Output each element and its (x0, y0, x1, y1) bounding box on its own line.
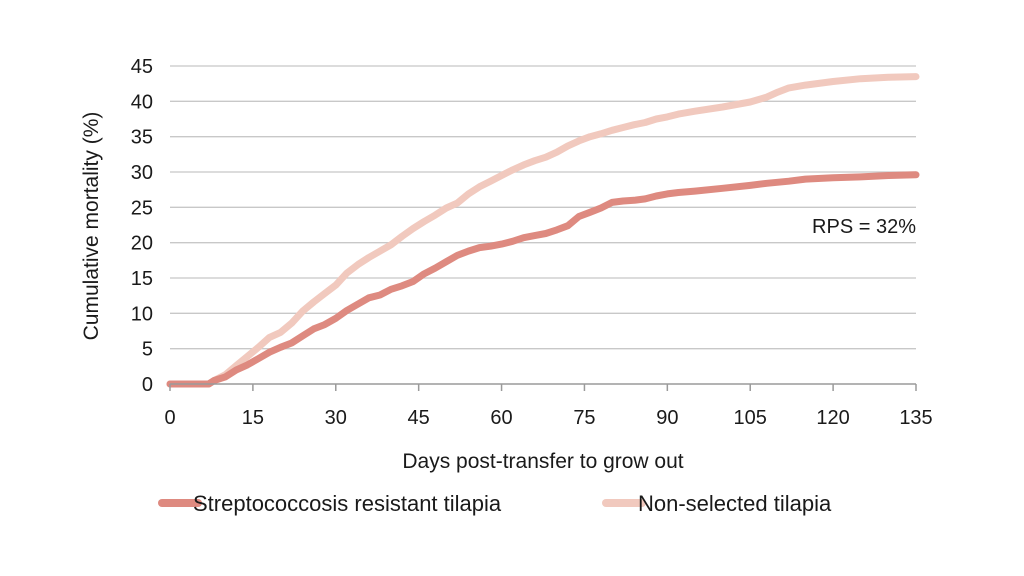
x-tick-label: 0 (164, 407, 175, 429)
x-tick-label: 45 (408, 407, 430, 429)
grid-lines (170, 65, 916, 350)
x-tick-label: 90 (656, 407, 678, 429)
y-tick-label: 40 (131, 91, 153, 113)
x-tick-label: 15 (242, 407, 264, 429)
y-tick-label: 30 (131, 162, 153, 184)
x-tick-label: 105 (734, 407, 767, 429)
x-axis (169, 383, 917, 391)
x-axis-ticks: 0 15 30 45 60 75 90 105 120 135 (164, 407, 932, 429)
series-line-1 (166, 73, 920, 388)
y-axis-title: Cumulative mortality (%) (80, 112, 103, 341)
y-tick-label: 5 (142, 339, 153, 361)
x-axis-title: Days post-transfer to grow out (402, 450, 683, 473)
y-tick-label: 20 (131, 233, 153, 255)
y-tick-label: 35 (131, 127, 153, 149)
series-line-0 (166, 171, 920, 388)
x-tick-label: 30 (325, 407, 347, 429)
y-tick-label: 0 (142, 374, 153, 396)
y-tick-label: 15 (131, 268, 153, 290)
legend-label-resistant: Streptococcosis resistant tilapia (193, 491, 502, 516)
y-tick-label: 45 (131, 56, 153, 78)
x-tick-label: 120 (816, 407, 849, 429)
legend: Streptococcosis resistant tilapia Non-se… (158, 491, 832, 516)
y-tick-label: 10 (131, 303, 153, 325)
x-tick-label: 135 (899, 407, 932, 429)
y-tick-label: 25 (131, 197, 153, 219)
series-lines (166, 73, 920, 388)
legend-label-non-selected: Non-selected tilapia (638, 491, 832, 516)
x-tick-label: 60 (490, 407, 512, 429)
y-axis-ticks: 0 5 10 15 20 25 30 35 40 45 (131, 56, 153, 396)
x-tick-label: 75 (573, 407, 595, 429)
rps-annotation: RPS = 32% (812, 216, 916, 238)
